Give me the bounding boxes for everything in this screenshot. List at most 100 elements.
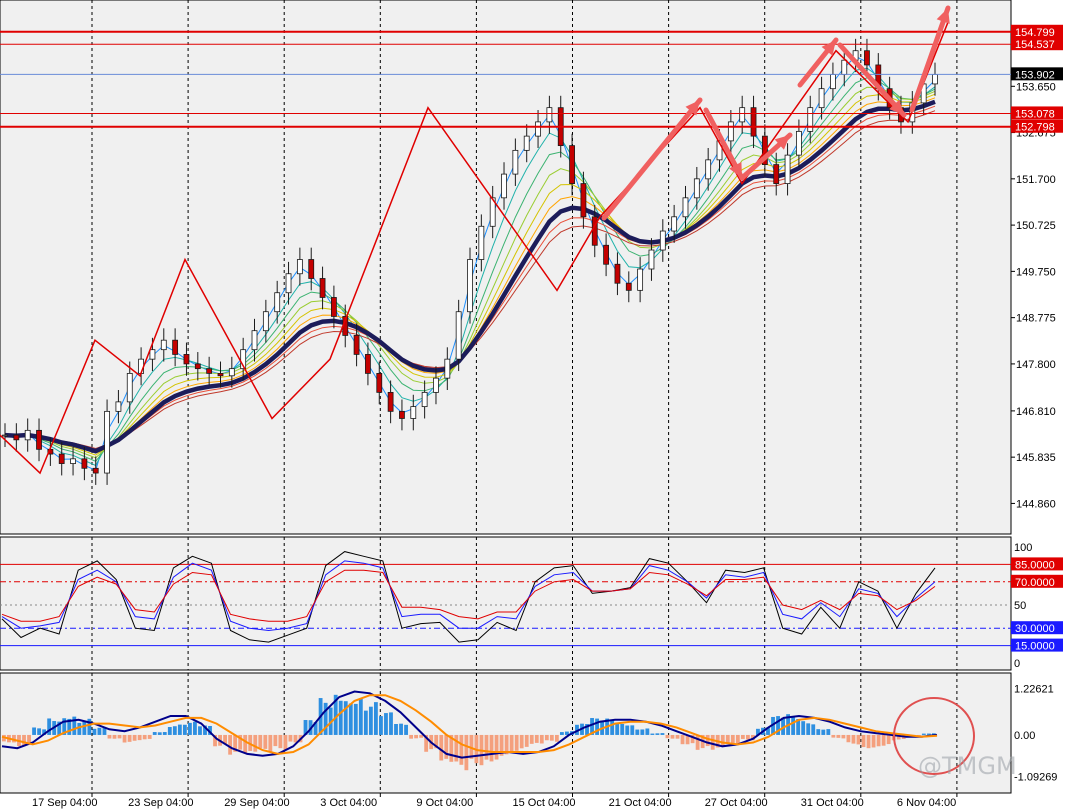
- macd-histogram-bar: [152, 732, 157, 735]
- candle-body: [614, 263, 621, 284]
- macd-histogram-bar: [384, 713, 388, 735]
- macd-histogram-bar: [881, 734, 886, 746]
- macd-histogram-bar: [655, 733, 660, 735]
- macd-histogram-bar: [489, 734, 494, 762]
- macd-histogram-bar: [610, 720, 615, 735]
- candle-body: [841, 59, 848, 75]
- macd-histogram-bar: [358, 698, 363, 735]
- macd-histogram-bar: [469, 734, 474, 759]
- candle-body: [228, 368, 235, 377]
- osc-level-tag-bg: [1011, 621, 1063, 635]
- macd-histogram-bar: [223, 734, 228, 745]
- candle-body: [421, 391, 428, 408]
- macd-histogram-bar: [419, 734, 424, 738]
- candle-body: [262, 311, 269, 332]
- osc-level-tag: 85.0000: [1015, 559, 1055, 571]
- oscillator-line: [1, 560, 936, 632]
- price-tag-label: 153.078: [1015, 108, 1055, 120]
- macd-histogram-bar: [203, 725, 207, 735]
- macd-histogram-bar: [776, 716, 780, 735]
- macd-histogram-bar: [615, 722, 620, 735]
- macd-histogram-bar: [625, 725, 630, 735]
- macd-histogram-bar: [871, 734, 876, 748]
- candle-body: [183, 354, 190, 365]
- candle-body: [365, 354, 371, 374]
- price-layer: [0, 5, 1011, 485]
- macd-histogram-bar: [182, 724, 187, 735]
- macd-histogram-bar: [846, 734, 851, 743]
- candle-body: [705, 159, 712, 180]
- candle-body: [818, 88, 825, 109]
- candle-body: [739, 107, 746, 123]
- y-tick-label: 148.775: [1016, 313, 1056, 325]
- candle-body: [580, 183, 587, 218]
- macd-histogram-bar: [157, 732, 162, 735]
- macd-histogram-bar: [821, 729, 826, 735]
- candle-body: [489, 197, 496, 227]
- osc-level-tag: 30.0000: [1015, 623, 1055, 635]
- macd-line: [1, 690, 938, 759]
- osc-level-tag: 15.0000: [1015, 641, 1055, 653]
- macd-histogram-bar: [695, 734, 700, 750]
- macd-histogram-bar: [635, 729, 640, 735]
- macd-histogram-bar: [665, 734, 670, 739]
- macd-histogram-bar: [177, 724, 182, 735]
- candle-body: [160, 339, 167, 351]
- candle-body: [796, 130, 802, 156]
- candle-body: [444, 358, 451, 379]
- price-tag-label: 154.537: [1015, 39, 1055, 51]
- macd-histogram-bar: [595, 718, 599, 735]
- macd-histogram-bar: [313, 722, 318, 735]
- price-tag-bg: [1011, 106, 1063, 120]
- candle-body: [104, 410, 110, 474]
- candle-body: [807, 107, 814, 132]
- y-tick-label: 150.725: [1016, 220, 1056, 232]
- candle-body: [308, 259, 315, 279]
- candle-body: [535, 121, 541, 137]
- macd-histogram-bar: [670, 734, 675, 739]
- macd-histogram-bar: [379, 716, 383, 735]
- price-tag-bg: [1011, 119, 1063, 133]
- macd-histogram-bar: [811, 724, 816, 735]
- candle-body: [750, 107, 757, 137]
- y-tick-label: 147.800: [1016, 359, 1056, 371]
- x-tick-label: 29 Sep 04:00: [224, 797, 289, 809]
- osc-y-tick-label: 0: [1014, 658, 1020, 670]
- candle-body: [637, 268, 644, 291]
- watermark: @TMGM: [918, 752, 1017, 780]
- candle-body: [671, 216, 678, 232]
- trend-arrow-head: [936, 8, 950, 24]
- x-tick-label: 6 Nov 04:00: [897, 797, 956, 809]
- trend-arrow-head: [889, 99, 904, 115]
- macd-histogram-bar: [353, 703, 358, 735]
- osc-y-tick-label: 50: [1014, 600, 1026, 612]
- macd-histogram-bar: [348, 703, 353, 735]
- macd-histogram-bar: [464, 734, 469, 771]
- macd-histogram-bar: [876, 734, 881, 747]
- candle-body: [36, 429, 42, 450]
- macd-histogram-bar: [509, 734, 514, 752]
- macd-histogram-bar: [122, 734, 127, 743]
- x-tick-label: 17 Sep 04:00: [32, 797, 97, 809]
- macd-histogram-bar: [565, 731, 569, 735]
- macd-histogram-bar: [640, 729, 645, 735]
- macd-histogram-bar: [147, 734, 152, 739]
- macd-histogram-bar: [454, 734, 459, 762]
- oscillator-layer: [0, 551, 1011, 647]
- macd-histogram-bar: [434, 734, 439, 749]
- macd-histogram-bar: [444, 734, 449, 759]
- candle-body: [716, 140, 723, 161]
- candle-body: [433, 377, 439, 393]
- macd-histogram-bar: [559, 732, 564, 735]
- macd-histogram-bar: [896, 734, 901, 740]
- macd-histogram-bar: [831, 734, 836, 738]
- y-tick-label: 149.750: [1016, 266, 1056, 278]
- candle-body: [58, 453, 65, 464]
- macd-histogram-bar: [630, 725, 635, 735]
- macd-histogram-bar: [238, 734, 243, 750]
- candle-body: [864, 50, 870, 66]
- macd-histogram-bar: [771, 716, 775, 735]
- candle-body: [172, 339, 179, 355]
- macd-histogram-bar: [414, 734, 419, 739]
